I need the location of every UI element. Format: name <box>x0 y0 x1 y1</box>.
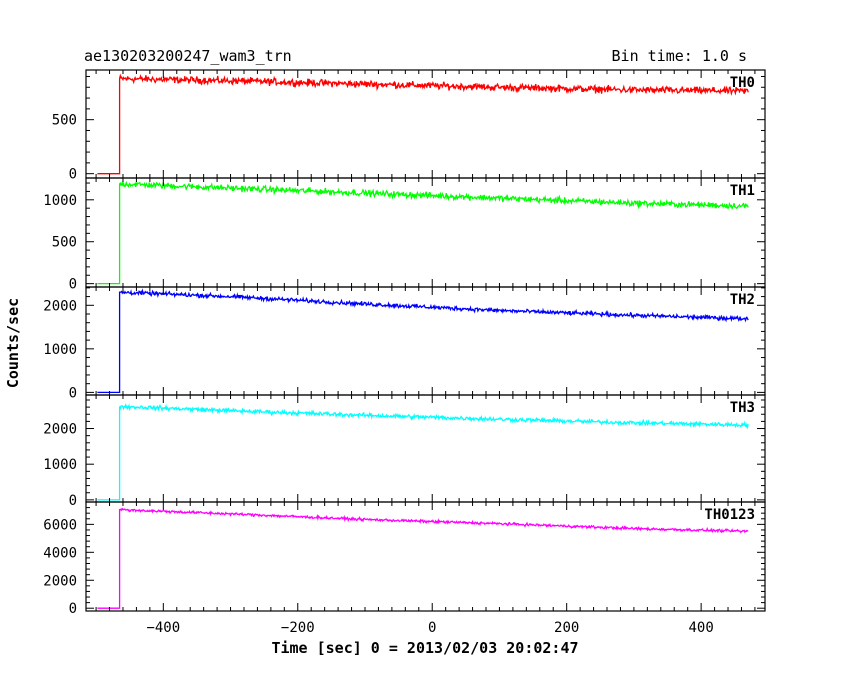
y-tick-label: 1000 <box>43 457 77 473</box>
panels: 0 500 TH0 0 500 1000 TH1 0 1000 2000 TH2 0 1000 2000 T… <box>43 69 766 617</box>
x-tick-label: −400 <box>146 620 180 636</box>
x-axis-title: Time [sec] 0 = 2013/02/03 20:02:47 <box>271 639 578 657</box>
panel-th3: 0 1000 2000 TH3 <box>43 394 766 509</box>
series-label: TH2 <box>730 292 755 308</box>
panel-th2: 0 1000 2000 TH2 <box>43 286 766 401</box>
y-axis-title: Counts/sec <box>4 298 22 388</box>
series-line-th0123 <box>97 507 749 609</box>
x-tick-label: 200 <box>554 620 579 636</box>
x-tick-label: 0 <box>428 620 436 636</box>
y-tick-label: 2000 <box>43 573 77 589</box>
y-tick-label: 0 <box>69 277 77 293</box>
y-tick-label: 1000 <box>43 193 77 209</box>
panel-frame <box>85 394 766 503</box>
y-tick-label: 1000 <box>43 342 77 358</box>
series-line-th2 <box>97 288 749 394</box>
y-tick-label: 500 <box>52 113 77 129</box>
panel-th0123: 0 2000 4000 6000 TH0123 <box>43 501 766 617</box>
x-tick-label: −200 <box>281 620 315 636</box>
y-tick-label: 0 <box>69 493 77 509</box>
series-line-th3 <box>97 403 749 501</box>
panel-th0: 0 500 TH0 <box>52 69 766 183</box>
series-line-th0 <box>97 73 749 175</box>
series-line-th1 <box>97 180 749 285</box>
y-tick-label: 0 <box>69 167 77 183</box>
y-tick-label: 500 <box>52 235 77 251</box>
y-tick-label: 0 <box>69 601 77 617</box>
header-right: Bin time: 1.0 s <box>612 47 747 65</box>
series-label: TH1 <box>730 183 755 199</box>
panel-th1: 0 500 1000 TH1 <box>43 177 766 293</box>
panel-frame <box>85 286 766 396</box>
y-tick-label: 2000 <box>43 422 77 438</box>
series-label: TH3 <box>730 400 755 416</box>
y-tick-label: 0 <box>69 385 77 401</box>
x-axis: −400 −200 0 200 400 <box>146 620 713 636</box>
series-label: TH0 <box>730 75 755 91</box>
panel-frame <box>85 501 766 612</box>
series-label: TH0123 <box>704 507 755 523</box>
y-tick-label: 2000 <box>43 298 77 314</box>
header-left: ae130203200247_wam3_trn <box>84 47 292 65</box>
y-tick-label: 4000 <box>43 545 77 561</box>
x-tick-label: 400 <box>688 620 713 636</box>
y-tick-label: 6000 <box>43 517 77 533</box>
